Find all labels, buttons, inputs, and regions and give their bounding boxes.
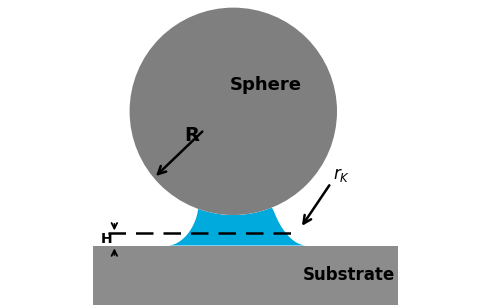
- Circle shape: [130, 8, 337, 215]
- Text: Substrate: Substrate: [303, 265, 395, 284]
- Text: $r_K$: $r_K$: [333, 166, 350, 185]
- Bar: [93, 246, 398, 305]
- Polygon shape: [168, 208, 306, 246]
- Text: H: H: [101, 232, 112, 246]
- Text: R: R: [185, 126, 200, 145]
- Text: Sphere: Sphere: [229, 76, 301, 95]
